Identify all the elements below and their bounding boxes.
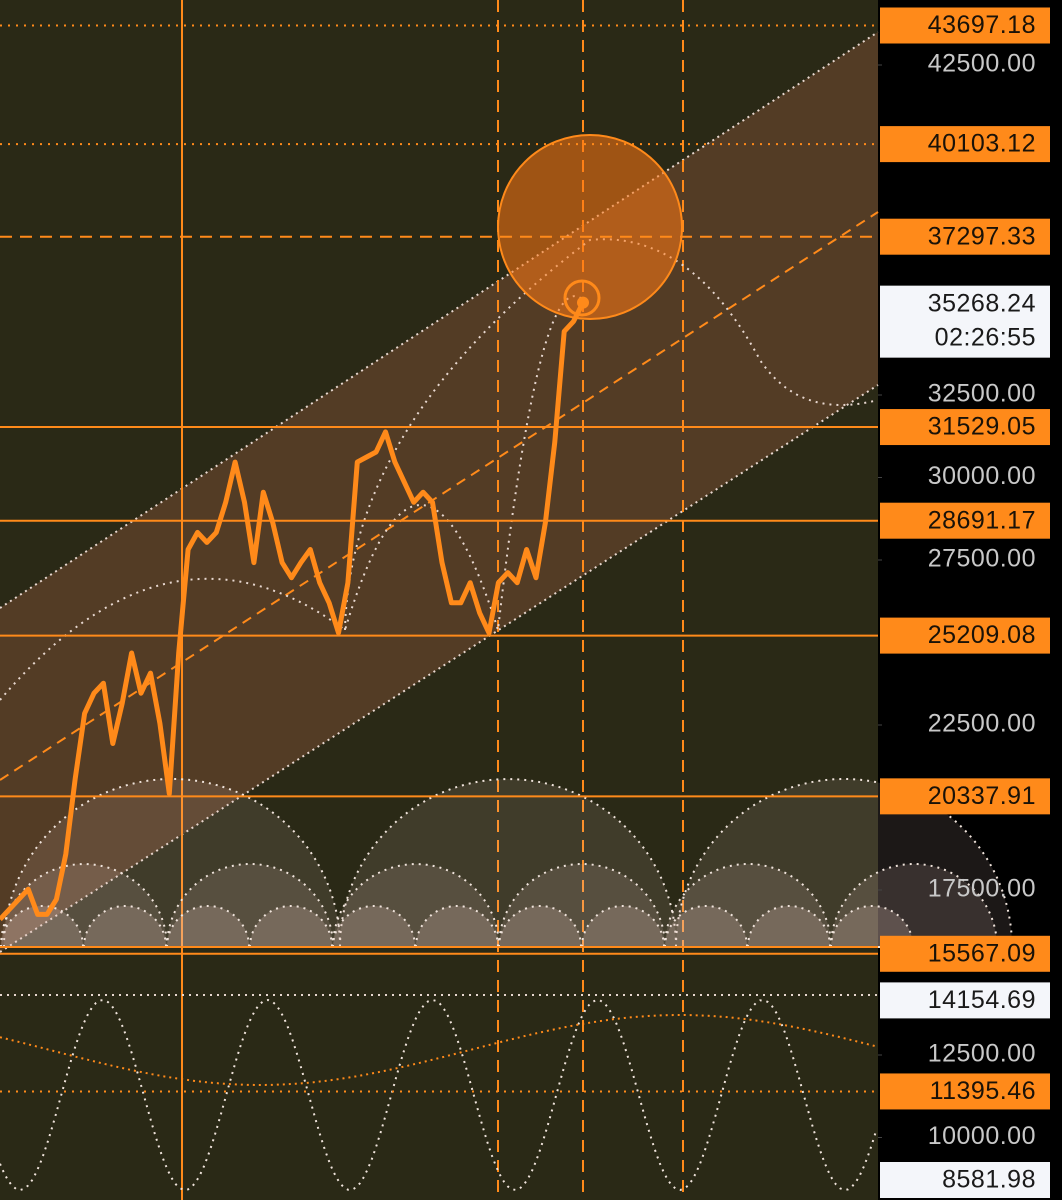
level-label: 43697.18 — [928, 11, 1036, 39]
price-ring — [563, 279, 601, 317]
level-label-box — [880, 218, 1050, 255]
level-label-box — [880, 409, 1050, 446]
last-price-dot — [577, 296, 589, 309]
marker-label-box — [880, 982, 1050, 1019]
y-tick-label: 30000.00 — [928, 462, 1036, 490]
cycle-arc — [663, 905, 749, 948]
plot-background — [0, 0, 878, 1200]
cycle-arc — [165, 863, 335, 948]
target-circle — [497, 134, 683, 320]
level-label: 25209.08 — [928, 621, 1036, 649]
y-tick-label: 10000.00 — [928, 1122, 1036, 1150]
level-label: 31529.05 — [928, 413, 1036, 441]
cycle-arc — [414, 905, 500, 948]
level-label-box — [880, 502, 1050, 539]
cycle-arc — [829, 863, 999, 948]
current-price-box — [880, 285, 1050, 358]
level-label-box — [880, 7, 1050, 44]
countdown: 02:26:55 — [935, 323, 1036, 351]
cycle-arc — [331, 905, 417, 948]
cycle-arc — [82, 905, 168, 948]
y-tick-label: 27500.00 — [928, 545, 1036, 573]
y-tick-label: 32500.00 — [928, 380, 1036, 408]
price-line — [0, 301, 586, 922]
level-label: 40103.12 — [928, 130, 1036, 158]
level-label: 11395.46 — [930, 1077, 1036, 1105]
level-label-box — [880, 617, 1050, 654]
cycle-arc — [0, 905, 85, 948]
cycle-arc — [663, 863, 833, 948]
level-label: 15567.09 — [928, 939, 1036, 967]
channel-lower — [0, 384, 879, 953]
cycle-arc — [0, 863, 169, 948]
level-label-box — [880, 778, 1050, 815]
cycle-arc — [674, 778, 1014, 948]
level-label-box — [880, 126, 1050, 163]
level-label-box — [880, 935, 1050, 972]
cycle-arc — [746, 905, 832, 948]
level-label: 37297.33 — [928, 222, 1036, 250]
indicator-wave — [0, 1014, 877, 1086]
level-label: 20337.91 — [928, 782, 1036, 810]
y-tick-label: 17500.00 — [928, 875, 1036, 903]
cycle-arc — [331, 863, 501, 948]
marker-label: 8581.98 — [942, 1166, 1036, 1194]
level-label: 28691.17 — [928, 506, 1036, 534]
price-axis — [878, 0, 1062, 1200]
current-price: 35268.24 — [928, 289, 1036, 317]
cycle-arc — [248, 905, 334, 948]
cycle-arc — [580, 905, 666, 948]
cycle-arc — [2, 778, 342, 948]
channel-upper — [0, 31, 879, 609]
marker-label-box — [880, 1162, 1050, 1198]
level-label-box — [880, 1073, 1050, 1110]
y-tick-label: 12500.00 — [928, 1040, 1036, 1068]
cycle-arc — [497, 863, 667, 948]
y-tick-label: 22500.00 — [928, 710, 1036, 738]
y-tick-label: 42500.00 — [928, 50, 1036, 78]
marker-label: 14154.69 — [928, 986, 1036, 1014]
cycle-arc — [497, 905, 583, 948]
cycle-arc — [338, 778, 678, 948]
cycle-arc — [165, 905, 251, 948]
